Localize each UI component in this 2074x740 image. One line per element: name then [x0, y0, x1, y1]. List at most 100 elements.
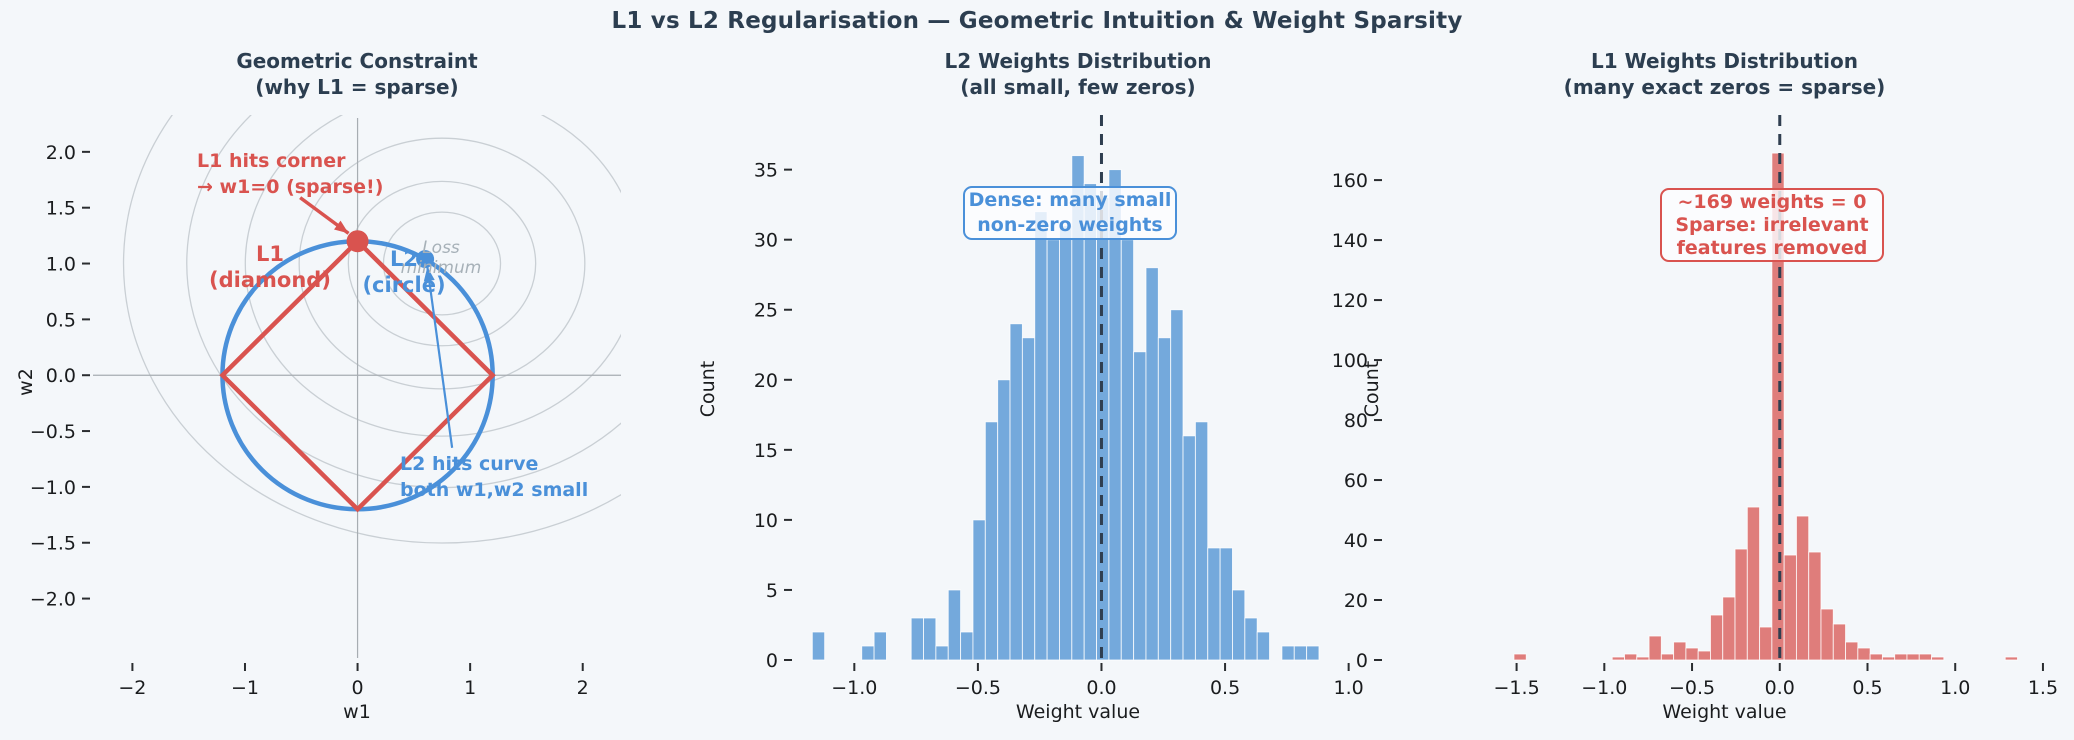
tick-label: 35: [754, 160, 778, 182]
histogram-bar: [1734, 548, 1748, 661]
loss-contour-ellipse: [244, 115, 621, 437]
histogram-bar: [861, 645, 875, 661]
subplot-title-geometric: Geometric Constraint (why L1 = sparse): [93, 48, 621, 100]
histogram-bar: [1046, 239, 1060, 661]
annotation-line: L1: [256, 242, 284, 266]
histogram-bar: [1281, 645, 1295, 661]
tick-label: −0.5: [30, 421, 76, 443]
tick-label: 0.0: [46, 365, 76, 387]
annotation-box-sparse: ~169 weights = 0 Sparse: irrelevant feat…: [1660, 188, 1884, 262]
histogram-bar: [1513, 653, 1527, 661]
tick-label: 20: [1344, 590, 1368, 612]
annotation-line: L2 hits curve: [400, 453, 539, 475]
tick-label: 1.0: [1940, 677, 1970, 699]
l1-solution-dot: [346, 230, 369, 253]
histogram-bar: [1306, 645, 1320, 661]
histogram-bar: [1194, 421, 1209, 661]
histogram-bar: [1624, 653, 1638, 661]
tick-label: 1.0: [46, 254, 76, 276]
tick-label: 120: [1332, 290, 1368, 312]
tick-label: −0.5: [955, 677, 1001, 699]
subplot-title-l1-hist: L1 Weights Distribution (many exact zero…: [1385, 48, 2064, 100]
histogram-bar: [1244, 617, 1258, 661]
histogram-bar: [960, 631, 974, 661]
loss-contour-ellipse: [347, 180, 537, 347]
tick-label: 2.0: [46, 142, 76, 164]
subplot-title-l2-hist: L2 Weights Distribution (all small, few …: [795, 48, 1361, 100]
y-axis-label-w2: w2: [15, 368, 37, 396]
annotation-line: minimum: [400, 258, 482, 278]
histogram-bar: [1182, 435, 1196, 661]
tick-label: 1.5: [2028, 677, 2058, 699]
histogram-bar: [1293, 645, 1308, 661]
histogram-bar: [1869, 653, 1883, 661]
l1-constraint-diamond: [219, 238, 496, 513]
histogram-bar: [1648, 635, 1662, 661]
x-axis-label-weight-value: Weight value: [1015, 701, 1141, 723]
tick-label: 30: [754, 230, 778, 252]
tick-label: −1.0: [831, 677, 877, 699]
annotation-line: Dense: many small: [968, 189, 1172, 211]
tick-label: 1: [464, 677, 476, 699]
loss-contour-ellipse: [298, 137, 586, 390]
l2-solution-dot: [416, 250, 435, 269]
tick-label: 160: [1332, 170, 1368, 192]
tick-label: 0.5: [46, 309, 76, 331]
annotation-line: non-zero weights: [977, 214, 1163, 236]
annotation-line: (diamond): [209, 268, 331, 292]
annotation-l2-hits-curve: L2 hits curve both w1,w2 small: [400, 451, 588, 503]
annotation-l2-circle: L2 (circle): [344, 246, 464, 298]
x-axis-label-w1: w1: [343, 701, 371, 723]
histogram-bar: [1232, 589, 1246, 661]
histogram-bar: [1660, 653, 1675, 661]
tick-label: −1.5: [30, 533, 76, 555]
histogram-bar: [1685, 647, 1699, 661]
histogram-bar: [1673, 641, 1687, 661]
tick-label: 15: [754, 440, 778, 462]
annotation-l1-diamond: L1 (diamond): [200, 241, 340, 293]
x-axis-label-weight-value: Weight value: [1662, 701, 1787, 723]
tick-label: −1.5: [1494, 677, 1540, 699]
tick-label: 0: [766, 650, 778, 672]
histogram-bar: [923, 617, 937, 661]
loss-contour-ellipse: [122, 115, 621, 544]
tick-label: −2: [118, 677, 146, 699]
annotation-line: Sparse: irrelevant: [1675, 213, 1869, 236]
histogram-bar: [972, 519, 986, 661]
histogram-bar: [1894, 653, 1908, 661]
annotation-loss-minimum: Loss minimum: [391, 238, 491, 278]
histogram-bar: [1820, 608, 1834, 661]
tick-label: 0: [352, 677, 364, 699]
histogram-bar: [1722, 596, 1736, 661]
histogram-bar: [1759, 626, 1773, 661]
annotation-line: (circle): [362, 273, 446, 297]
tick-label: 0.5: [1852, 677, 1882, 699]
histogram-bar: [1795, 515, 1810, 661]
histogram-bar: [1931, 656, 1945, 661]
annotation-box-dense: Dense: many small non-zero weights: [963, 186, 1177, 240]
annotation-line: Loss: [422, 238, 460, 258]
histogram-bar: [935, 645, 949, 661]
histogram-bar: [1120, 239, 1135, 661]
histogram-bar: [1133, 351, 1147, 661]
subplot-title-line: (many exact zeros = sparse): [1563, 75, 1886, 99]
histogram-bar: [1009, 323, 1023, 661]
histogram-bar: [984, 421, 999, 661]
tick-label: 1.0: [1334, 677, 1364, 699]
histogram-bar: [1059, 225, 1073, 661]
tick-label: 1.5: [46, 198, 76, 220]
tick-label: 0.0: [1086, 677, 1116, 699]
histogram-bar: [1746, 506, 1761, 661]
histogram-bar: [1808, 551, 1822, 661]
tick-label: −0.5: [1669, 677, 1715, 699]
tick-label: 2: [577, 677, 589, 699]
histogram-bar: [2004, 656, 2018, 661]
annotation-line: both w1,w2 small: [400, 479, 589, 501]
l1-corner-arrow-head: [334, 220, 349, 234]
histogram-bar: [1034, 211, 1048, 661]
tick-label: −1.0: [1581, 677, 1627, 699]
loss-contour-ellipse: [186, 115, 621, 489]
l2-curve-arrow-head: [423, 266, 435, 282]
annotation-line: → w1=0 (sparse!): [197, 176, 384, 198]
